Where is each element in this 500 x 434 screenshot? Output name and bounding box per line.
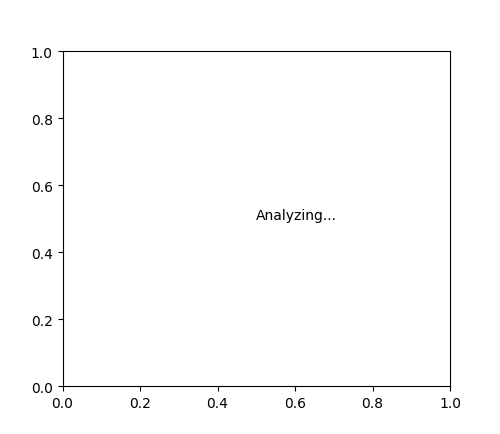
- Text: Analyzing...: Analyzing...: [256, 208, 337, 222]
